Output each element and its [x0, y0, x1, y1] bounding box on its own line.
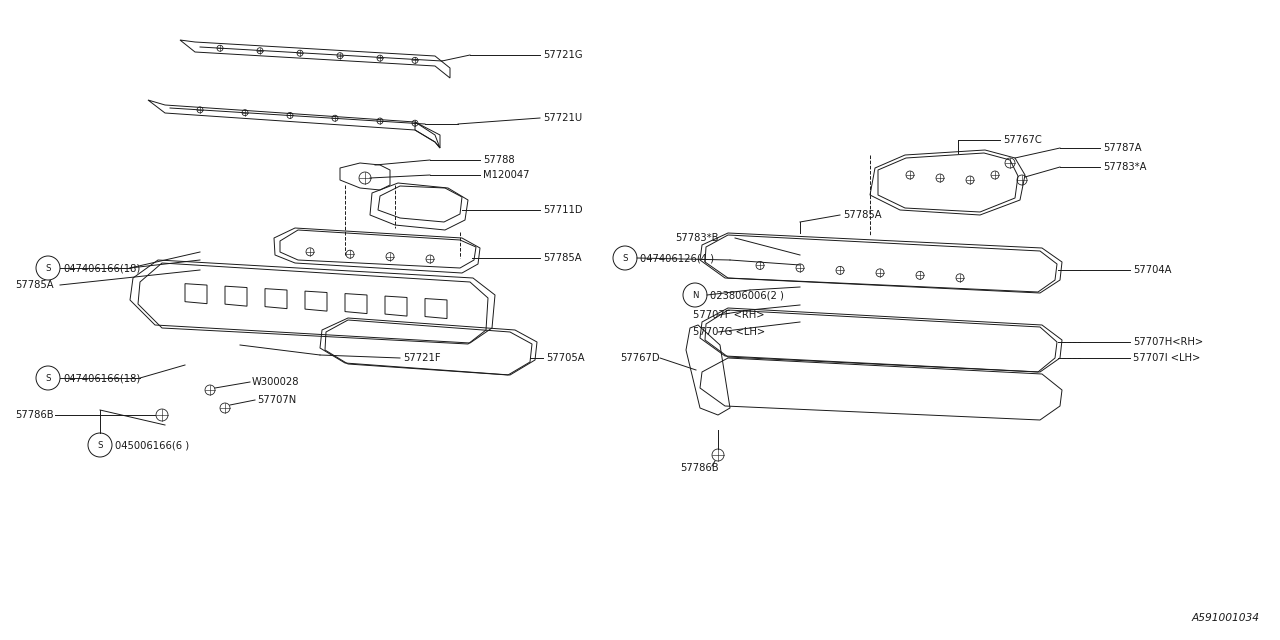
Text: 57783*A: 57783*A [1103, 162, 1147, 172]
Text: 57785A: 57785A [543, 253, 581, 263]
Text: 57707N: 57707N [257, 395, 296, 405]
Text: S: S [622, 253, 627, 262]
Text: 57707F <RH>: 57707F <RH> [692, 310, 764, 320]
Text: 57785A: 57785A [844, 210, 882, 220]
Text: 57767C: 57767C [1004, 135, 1042, 145]
Text: 57704A: 57704A [1133, 265, 1171, 275]
Text: S: S [45, 374, 51, 383]
Text: M120047: M120047 [483, 170, 530, 180]
Text: 57707I <LH>: 57707I <LH> [1133, 353, 1201, 363]
Text: A591001034: A591001034 [1192, 613, 1260, 623]
Text: 57783*B: 57783*B [675, 233, 718, 243]
Text: 57786B: 57786B [15, 410, 54, 420]
Text: 57721U: 57721U [543, 113, 582, 123]
Text: 57785A: 57785A [15, 280, 54, 290]
Text: 57707G <LH>: 57707G <LH> [692, 327, 765, 337]
Text: 57705A: 57705A [547, 353, 585, 363]
Text: 57787A: 57787A [1103, 143, 1142, 153]
Text: 57786B: 57786B [680, 463, 718, 473]
Text: S: S [97, 440, 102, 449]
Text: 57711D: 57711D [543, 205, 582, 215]
Text: W300028: W300028 [252, 377, 300, 387]
Text: 57767D: 57767D [620, 353, 659, 363]
Text: 57788: 57788 [483, 155, 515, 165]
Text: S: S [45, 264, 51, 273]
Text: 047406166(18): 047406166(18) [63, 263, 141, 273]
Text: 57721F: 57721F [403, 353, 440, 363]
Text: 57707H<RH>: 57707H<RH> [1133, 337, 1203, 347]
Text: 023806006(2 ): 023806006(2 ) [710, 290, 783, 300]
Text: 57721G: 57721G [543, 50, 582, 60]
Text: 047406166(18): 047406166(18) [63, 373, 141, 383]
Text: 045006166(6 ): 045006166(6 ) [115, 440, 189, 450]
Text: 047406126(4 ): 047406126(4 ) [640, 253, 714, 263]
Text: N: N [691, 291, 699, 300]
